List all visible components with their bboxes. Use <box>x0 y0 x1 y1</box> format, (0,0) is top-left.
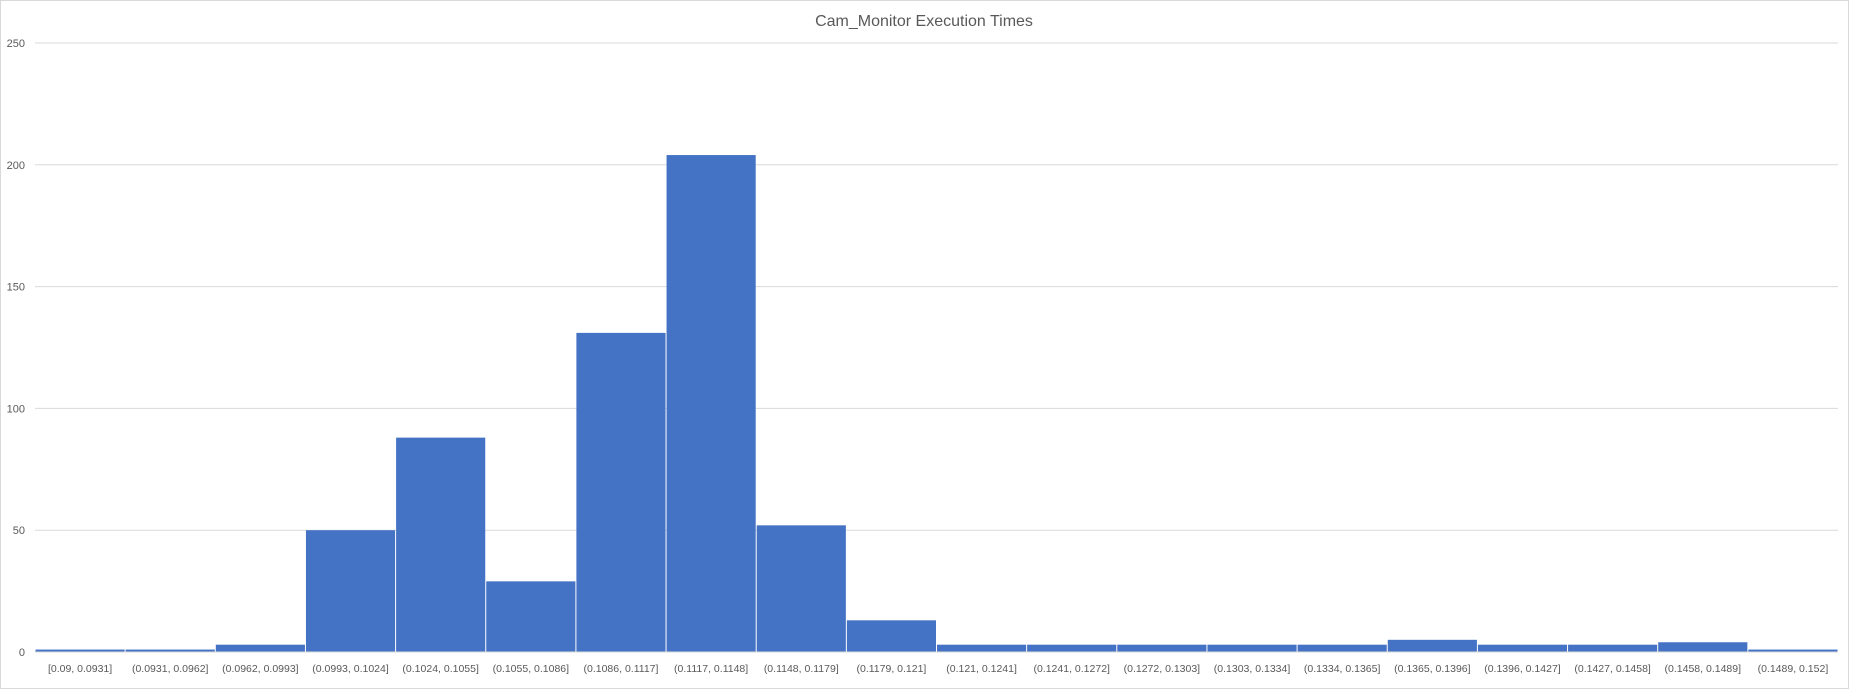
gridlines <box>35 42 1838 531</box>
x-tick-label: (0.1272, 0.1303] <box>1124 663 1201 675</box>
bar <box>666 155 756 652</box>
x-tick-label: (0.1117, 0.1148] <box>674 663 748 675</box>
y-tick-label: 50 <box>13 525 25 537</box>
bar <box>756 525 846 652</box>
x-tick-label: (0.1365, 0.1396] <box>1394 663 1471 675</box>
bars <box>35 155 1838 652</box>
bar <box>1117 644 1207 652</box>
x-tick-label: (0.0931, 0.0962] <box>132 663 209 675</box>
bar <box>305 530 396 652</box>
bar <box>35 649 125 652</box>
bar <box>1568 644 1658 652</box>
x-tick-label: (0.121, 0.1241] <box>946 663 1017 675</box>
bar <box>846 620 936 652</box>
x-tick-label: (0.1427, 0.1458] <box>1574 663 1651 675</box>
bar <box>125 649 215 652</box>
bar <box>937 644 1027 652</box>
x-tick-label: (0.1241, 0.1272] <box>1033 663 1110 675</box>
x-tick-label: (0.1086, 0.1117] <box>584 663 659 675</box>
bar <box>215 644 305 652</box>
y-tick-label: 200 <box>7 160 25 172</box>
x-tick-label: (0.1396, 0.1427] <box>1484 663 1561 675</box>
x-tick-label: [0.09, 0.0931] <box>48 663 112 675</box>
x-tick-label: (0.1024, 0.1055] <box>402 663 479 675</box>
x-tick-label: (0.1334, 0.1365] <box>1304 663 1381 675</box>
y-tick-label: 0 <box>19 647 25 659</box>
x-tick-label: (0.1148, 0.1179] <box>764 663 839 675</box>
x-tick-label: (0.1179, 0.121] <box>856 663 926 675</box>
x-tick-label: (0.1303, 0.1334] <box>1214 663 1291 675</box>
x-axis-tick-labels: [0.09, 0.0931] (0.0931, 0.0962] (0.0962, 0… <box>48 663 1828 675</box>
y-axis-tick-labels: 0 50 100 150 200 250 <box>7 38 25 659</box>
bar <box>576 332 666 652</box>
x-tick-label: (0.0962, 0.0993] <box>222 663 299 675</box>
bar <box>1027 644 1117 652</box>
x-tick-label: (0.0993, 0.1024] <box>312 663 389 675</box>
bar <box>396 437 486 652</box>
bar <box>1207 644 1297 652</box>
x-tick-label: (0.1458, 0.1489] <box>1665 663 1742 675</box>
x-tick-label: (0.1055, 0.1086] <box>493 663 570 675</box>
bar <box>1387 639 1477 652</box>
x-tick-label: (0.1489, 0.152] <box>1758 663 1829 675</box>
bar <box>1748 649 1838 652</box>
bar <box>486 581 576 652</box>
bar <box>1477 644 1568 652</box>
bar <box>1297 644 1387 652</box>
chart-title: Cam_Monitor Execution Times <box>815 13 1033 30</box>
y-tick-label: 250 <box>7 38 25 50</box>
bar <box>1658 642 1748 652</box>
y-tick-label: 150 <box>7 282 25 294</box>
y-tick-label: 100 <box>7 403 25 415</box>
